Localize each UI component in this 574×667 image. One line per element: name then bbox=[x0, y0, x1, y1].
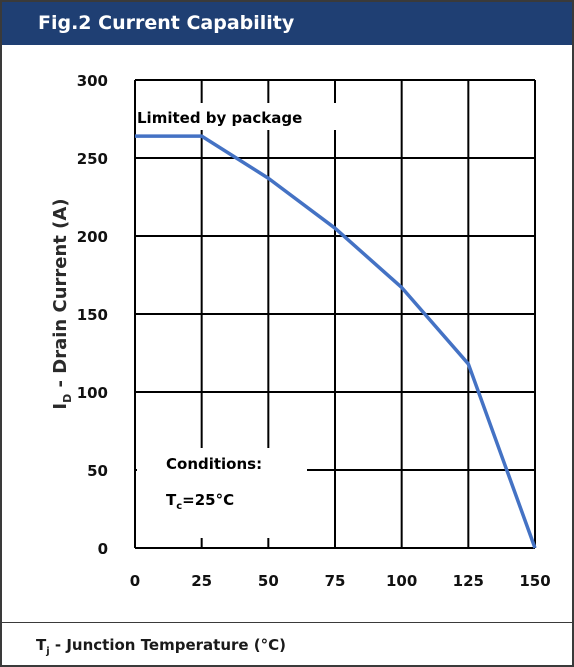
x-axis-label-sub: j bbox=[46, 646, 50, 657]
x-tick-labels: 0 25 50 75 100 125 150 bbox=[130, 572, 551, 590]
x-tick-label: 75 bbox=[325, 572, 346, 590]
x-tick-label: 50 bbox=[258, 572, 279, 590]
y-axis-label: ID - Drain Current (A) bbox=[50, 198, 74, 409]
y-tick-label: 250 bbox=[77, 150, 108, 168]
y-tick-label: 50 bbox=[87, 462, 108, 480]
x-axis-label-main: T bbox=[36, 636, 47, 654]
x-tick-label: 150 bbox=[519, 572, 550, 590]
figure-title: Fig.2 Current Capability bbox=[2, 2, 572, 45]
conditions-box bbox=[137, 448, 307, 538]
x-tick-label: 100 bbox=[386, 572, 417, 590]
conditions-label: Conditions: bbox=[166, 455, 262, 473]
y-tick-label: 300 bbox=[77, 72, 108, 90]
x-tick-label: 0 bbox=[130, 572, 140, 590]
annotations: Limited by package Conditions: Tc=25°C bbox=[136, 103, 340, 538]
y-tick-labels: 0 50 100 150 200 250 300 bbox=[77, 72, 108, 558]
case-temperature-label: Tc=25°C bbox=[166, 491, 234, 512]
series-group bbox=[135, 134, 537, 549]
y-tick-label: 150 bbox=[77, 306, 108, 324]
y-tick-label: 100 bbox=[77, 384, 108, 402]
x-tick-label: 25 bbox=[191, 572, 212, 590]
x-axis-label: Tj - Junction Temperature (°C) bbox=[36, 636, 286, 657]
limited-label-box bbox=[136, 103, 340, 130]
y-tick-label: 0 bbox=[98, 540, 108, 558]
x-axis-label-rest: - Junction Temperature (°C) bbox=[49, 636, 287, 654]
y-tick-label: 200 bbox=[77, 228, 108, 246]
x-tick-label: 125 bbox=[453, 572, 484, 590]
limited-by-package-label: Limited by package bbox=[137, 109, 302, 127]
footer-divider bbox=[2, 622, 572, 623]
drain-current-line bbox=[135, 134, 537, 549]
